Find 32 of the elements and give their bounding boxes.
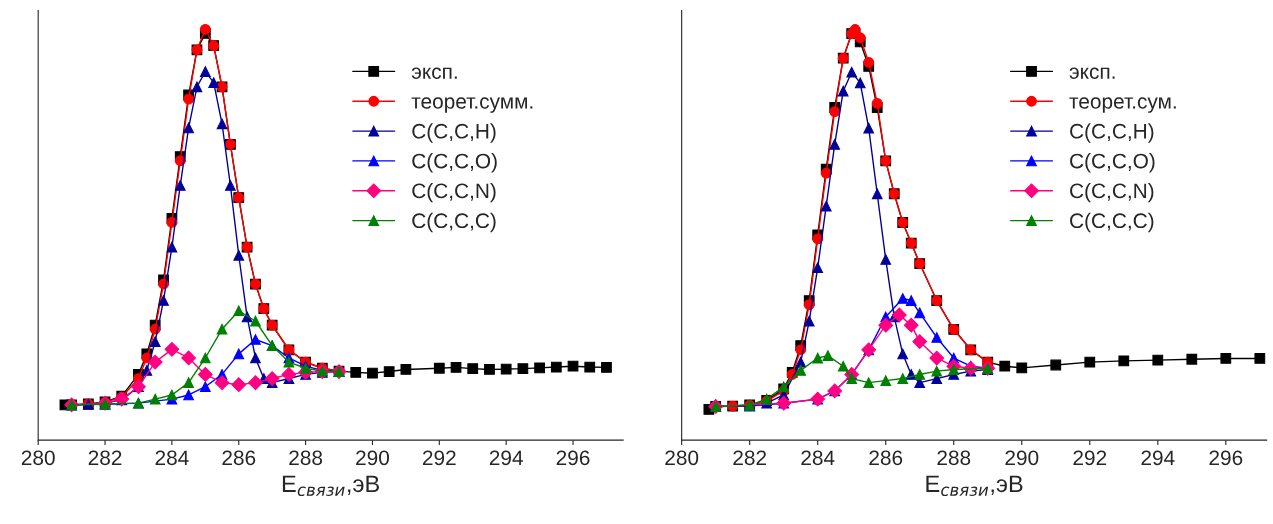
x-tick-label: 292: [1073, 450, 1107, 466]
legend-label: C(C,C,N): [412, 182, 496, 203]
x-tick-label: 288: [937, 450, 971, 466]
x-tick-label: 292: [422, 450, 456, 466]
legend-label: C(C,C,O): [1070, 153, 1155, 173]
legend-label: C(C,C,C): [412, 212, 496, 233]
x-tick-label: 284: [155, 450, 189, 466]
legend-label: C(C,C,H): [412, 123, 496, 143]
x-tick-label: 294: [489, 450, 523, 466]
x-tick-label: 280: [21, 450, 55, 466]
x-axis-title: E$_{связи}$,эВ: [926, 475, 1023, 497]
legend-label: эксп.: [411, 67, 457, 79]
legend-label: C(C,C,C): [1070, 212, 1154, 233]
x-tick-label: 284: [801, 450, 835, 466]
x-axis-title: E$_{связи}$,эВ: [282, 475, 380, 497]
x-tick-label: 280: [665, 450, 699, 466]
x-tick-label: 296: [1209, 450, 1243, 466]
legend-label: C(C,C,H): [1070, 123, 1154, 143]
x-tick-label: 282: [733, 450, 767, 466]
x-tick-label: 294: [1141, 450, 1175, 466]
legend-label: C(C,C,O): [412, 153, 497, 173]
x-tick-label: 290: [356, 450, 390, 466]
legend-label: теорет.сум.: [1069, 97, 1176, 113]
x-tick-label: 286: [222, 450, 256, 466]
x-tick-label: 286: [869, 450, 903, 466]
x-tick-label: 290: [1005, 450, 1039, 466]
legend-label: C(C,C,N): [1070, 182, 1154, 203]
legend-label: теорет.сумм.: [411, 97, 533, 113]
x-tick-label: 282: [88, 450, 122, 466]
x-tick-label: 288: [289, 450, 323, 466]
legend-label: эксп.: [1069, 67, 1115, 79]
x-tick-label: 296: [556, 450, 590, 466]
